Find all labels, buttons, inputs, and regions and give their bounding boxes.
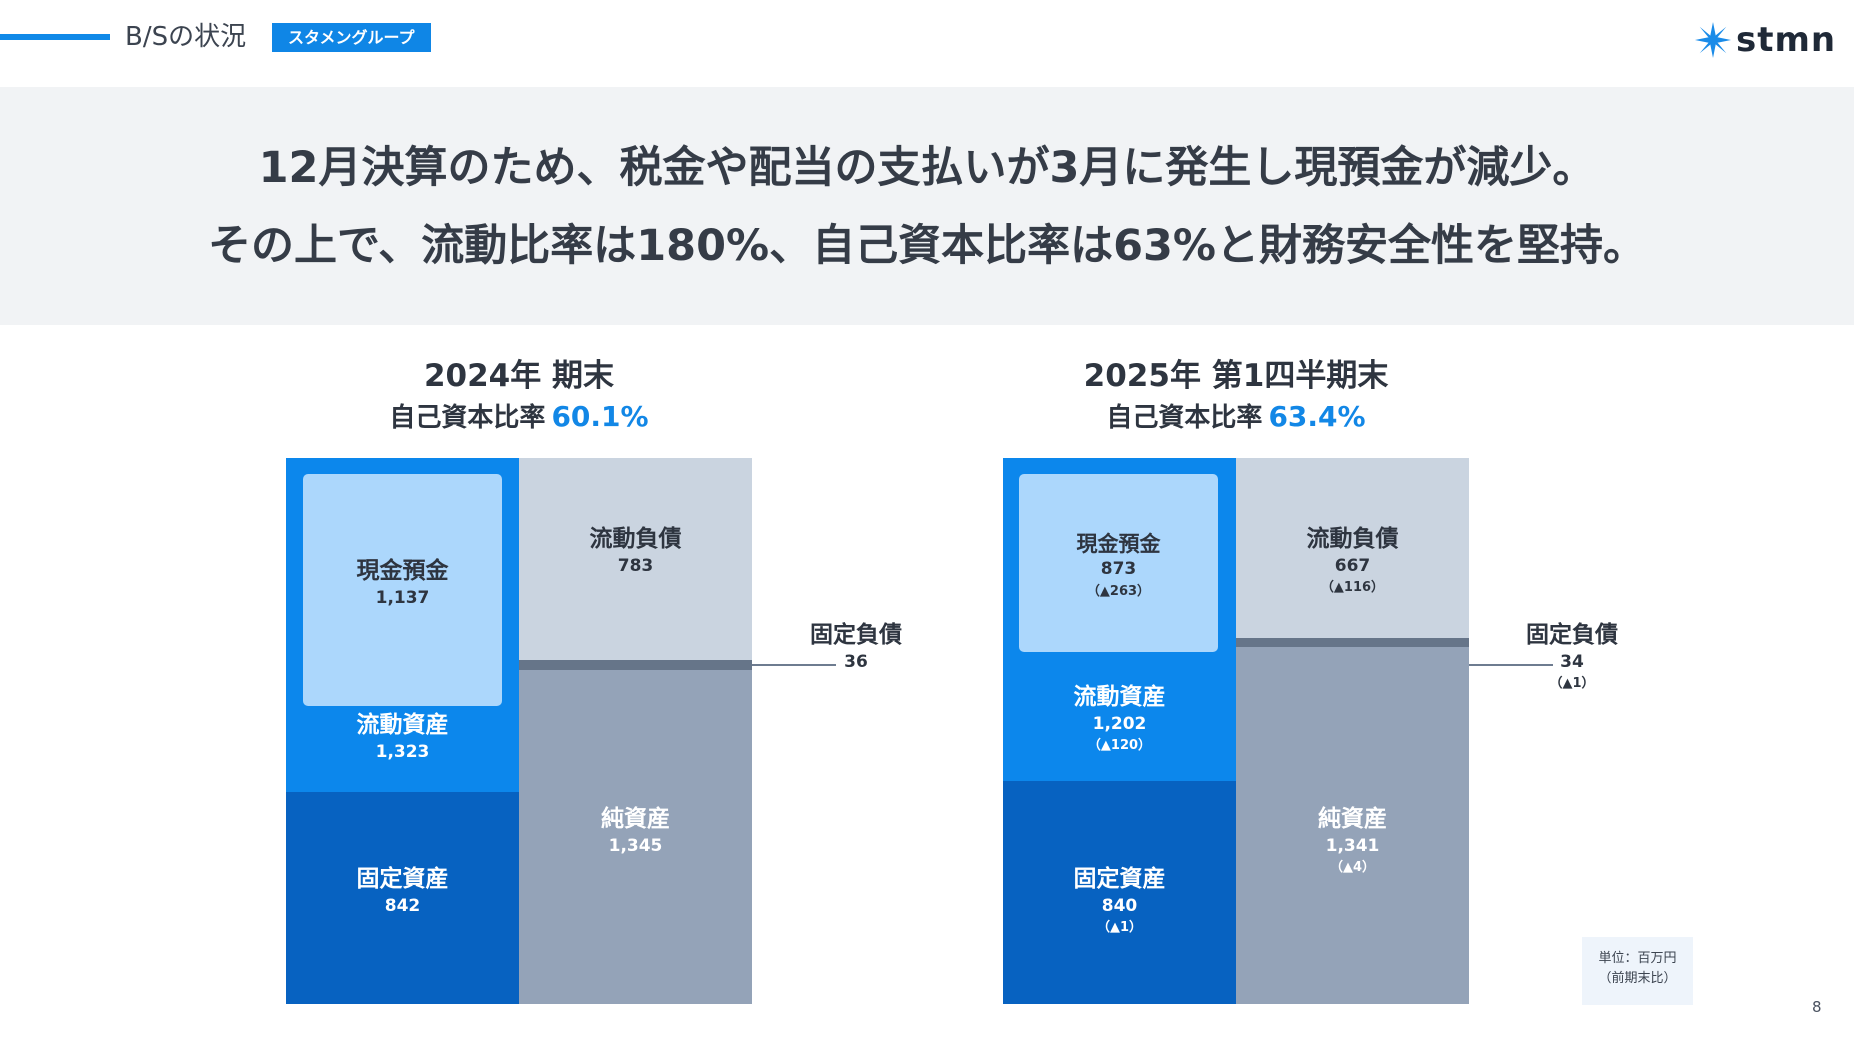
right-current-assets-value: 1,202 bbox=[1092, 713, 1147, 734]
left-current-assets-name: 流動資産 bbox=[356, 712, 449, 738]
summary-banner bbox=[0, 87, 1854, 325]
left-fixed-liabilities-leader-line bbox=[752, 664, 836, 666]
right-fixed-assets-label: 固定資産 840 （▲1） bbox=[1003, 866, 1236, 936]
left-chart-title: 2024年 期末 bbox=[423, 358, 615, 394]
left-net-assets-block bbox=[519, 670, 752, 1004]
left-fixed-assets-value: 842 bbox=[384, 895, 421, 916]
right-fixed-assets-delta: （▲1） bbox=[1096, 919, 1143, 935]
right-net-assets-label: 純資産 1,341 （▲4） bbox=[1236, 806, 1469, 876]
right-cash-value: 873 bbox=[1100, 559, 1137, 580]
left-net-assets-label: 純資産 1,345 bbox=[519, 806, 752, 856]
left-fixed-assets-name: 固定資産 bbox=[356, 866, 449, 892]
left-fixed-assets-label: 固定資産 842 bbox=[286, 866, 519, 916]
right-fixed-liabilities-label: 固定負債 34 （▲1） bbox=[1512, 622, 1632, 692]
unit-note-line-1: 単位：百万円 bbox=[1598, 951, 1677, 966]
starburst-logo-icon bbox=[1694, 21, 1732, 59]
right-net-assets-name: 純資産 bbox=[1318, 806, 1387, 832]
right-current-assets-label: 流動資産 1,202 （▲120） bbox=[1003, 684, 1236, 754]
right-current-liabilities-label: 流動負債 667 （▲116） bbox=[1236, 526, 1469, 596]
unit-note-line-2: （前期末比） bbox=[1598, 971, 1677, 986]
right-cash-label: 現金預金 873 （▲263） bbox=[1019, 532, 1218, 599]
left-cash-label: 現金預金 1,137 bbox=[303, 558, 502, 608]
right-current-liabilities-name: 流動負債 bbox=[1306, 526, 1399, 552]
page-number: 8 bbox=[1812, 998, 1822, 1016]
left-equity-ratio-label: 自己資本比率 bbox=[389, 403, 546, 433]
right-cash-delta: （▲263） bbox=[1086, 583, 1151, 599]
right-fixed-liabilities-value: 34 bbox=[1560, 651, 1584, 672]
right-fixed-assets-value: 840 bbox=[1101, 895, 1138, 916]
right-current-assets-name: 流動資産 bbox=[1073, 684, 1166, 710]
left-equity-ratio-value: 60.1% bbox=[551, 400, 649, 433]
unit-note: 単位：百万円 （前期末比） bbox=[1582, 937, 1693, 1005]
company-logo: stmn bbox=[1694, 20, 1836, 60]
right-equity-ratio-value: 63.4% bbox=[1268, 400, 1366, 433]
left-fixed-assets-block bbox=[286, 792, 519, 1004]
left-net-assets-name: 純資産 bbox=[601, 806, 670, 832]
left-current-liabilities-name: 流動負債 bbox=[589, 526, 682, 552]
headline-line-2: その上で、流動比率は180%、自己資本比率は63%と財務安全性を堅持。 bbox=[207, 221, 1647, 271]
right-net-assets-value: 1,341 bbox=[1325, 835, 1380, 856]
right-cash-name: 現金預金 bbox=[1076, 532, 1161, 556]
right-fixed-assets-name: 固定資産 bbox=[1073, 866, 1166, 892]
right-current-assets-delta: （▲120） bbox=[1087, 737, 1152, 753]
logo-text: stmn bbox=[1736, 20, 1837, 60]
header-accent-line bbox=[0, 34, 110, 40]
left-fixed-liabilities-block bbox=[519, 660, 752, 670]
right-current-liabilities-block bbox=[1236, 458, 1469, 638]
left-net-assets-value: 1,345 bbox=[608, 835, 663, 856]
left-current-liabilities-value: 783 bbox=[617, 555, 654, 576]
right-fixed-liabilities-leader-line bbox=[1469, 664, 1553, 666]
left-current-assets-value: 1,323 bbox=[375, 741, 430, 762]
left-cash-value: 1,137 bbox=[375, 587, 430, 608]
left-equity-ratio: 自己資本比率 60.1% bbox=[286, 400, 752, 435]
right-cash-block bbox=[1019, 474, 1218, 652]
right-equity-ratio: 自己資本比率 63.4% bbox=[1003, 400, 1469, 435]
right-fixed-assets-block bbox=[1003, 781, 1236, 1004]
right-chart-title: 2025年 第1四半期末 bbox=[1083, 358, 1389, 394]
left-current-liabilities-label: 流動負債 783 bbox=[519, 526, 752, 576]
headline-line-1: 12月決算のため、税金や配当の支払いが3月に発生し現預金が減少。 bbox=[258, 143, 1596, 193]
right-fixed-liabilities-name: 固定負債 bbox=[1526, 622, 1618, 648]
left-fixed-liabilities-value: 36 bbox=[844, 651, 868, 672]
left-fixed-liabilities-name: 固定負債 bbox=[810, 622, 902, 648]
right-current-liabilities-value: 667 bbox=[1334, 555, 1371, 576]
right-net-assets-delta: （▲4） bbox=[1329, 859, 1376, 875]
right-fixed-liabilities-block bbox=[1236, 638, 1469, 647]
right-equity-ratio-label: 自己資本比率 bbox=[1106, 403, 1263, 433]
left-cash-name: 現金預金 bbox=[356, 558, 449, 584]
group-badge: スタメングループ bbox=[272, 23, 431, 52]
left-fixed-liabilities-label: 固定負債 36 bbox=[796, 622, 916, 672]
left-cash-block bbox=[303, 474, 502, 706]
right-net-assets-block bbox=[1236, 647, 1469, 1004]
right-fixed-liabilities-delta: （▲1） bbox=[1549, 675, 1595, 691]
left-current-liabilities-block bbox=[519, 458, 752, 660]
right-current-liabilities-delta: （▲116） bbox=[1320, 579, 1385, 595]
section-title: B/Sの状況 bbox=[125, 22, 247, 52]
left-current-assets-label: 流動資産 1,323 bbox=[286, 712, 519, 762]
